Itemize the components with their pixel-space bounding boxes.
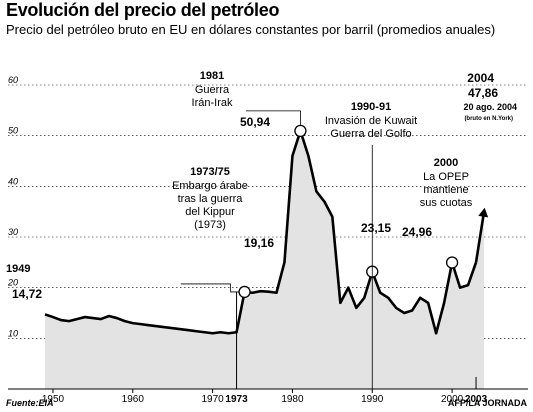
annotation-1973-line-1: tras la guerra [178, 193, 244, 205]
annotation-1990-year: 1990-91 [351, 101, 391, 113]
annotation-1973-line-0: Embargo árabe [172, 180, 248, 192]
price-arrowhead [478, 207, 489, 218]
annotation-1949-value: 14,72 [12, 287, 42, 301]
x-tick-label-1980: 1980 [281, 394, 304, 405]
annotation-1981-marker [294, 124, 307, 138]
annotation-2000-line-1: mantiene [423, 184, 468, 196]
y-tick-label-30: 30 [8, 227, 18, 237]
annotation-1973-leader [180, 283, 245, 293]
annotation-1949-year: 1949 [6, 263, 30, 275]
price-line-final-segment [474, 211, 486, 263]
annotation-1973-value: 19,16 [244, 236, 274, 250]
annotation-1973-line-2: del Kippur [185, 206, 235, 218]
annotation-2003-axis-label: 2003 [465, 394, 488, 405]
price-area [44, 130, 485, 390]
y-tick-label-50: 50 [8, 126, 18, 136]
x-tick-label-1970: 1970 [201, 394, 224, 405]
annotation-2004-source: (bruto en N.York) [464, 116, 513, 122]
chart-subtitle: Precio del petróleo bruto en EU en dólar… [6, 22, 496, 37]
annotation-1981-line-0: Guerra [195, 84, 230, 96]
annotation-2000-value: 24,96 [402, 225, 432, 239]
annotation-1990-line-0: Invasión de Kuwait [325, 115, 417, 127]
y-tick-label-10: 10 [8, 328, 18, 338]
x-tick-label-1950: 1950 [42, 394, 65, 405]
annotation-1981-leader [246, 110, 301, 125]
chart-title: Evolución del precio del petróleo [6, 0, 280, 20]
annotation-2000-line-2: sus cuotas [420, 197, 473, 209]
annotation-1990-line-1: Guerra del Golfo [330, 128, 411, 140]
annotation-1973-line-3: (1973) [194, 219, 226, 231]
annotation-1990-value: 23,15 [361, 221, 391, 235]
source-note: Fuente:EIA [6, 398, 54, 408]
annotation-2000-marker [445, 256, 459, 269]
x-tick-label-1960: 1960 [122, 394, 145, 405]
annotation-1973-axis-label: 1973 [225, 394, 248, 405]
credit-note: AFP/LA JORNADA [447, 398, 527, 408]
y-tick-label-20: 20 [7, 278, 18, 288]
y-tick-label-40: 40 [8, 176, 18, 186]
annotation-1981-line-1: Irán-Irak [192, 97, 233, 109]
annotation-2000-line-0: La OPEP [423, 171, 469, 183]
annotation-2004-value: 47,86 [468, 86, 498, 100]
annotation-2000-year: 2000 [434, 157, 458, 169]
annotation-2004-date: 20 ago. 2004 [463, 102, 517, 112]
annotation-1973-year: 1973/75 [190, 166, 230, 178]
annotation-2004-year: 2004 [467, 71, 494, 85]
y-tick-label-60: 60 [8, 75, 18, 85]
annotation-1981-year: 1981 [200, 70, 224, 82]
annotation-1973-marker [238, 285, 251, 299]
annotation-1981-value: 50,94 [240, 115, 270, 129]
price-line [44, 129, 478, 335]
x-tick-label-1990: 1990 [361, 394, 384, 405]
x-tick-label-2000: 2000 [441, 394, 464, 405]
